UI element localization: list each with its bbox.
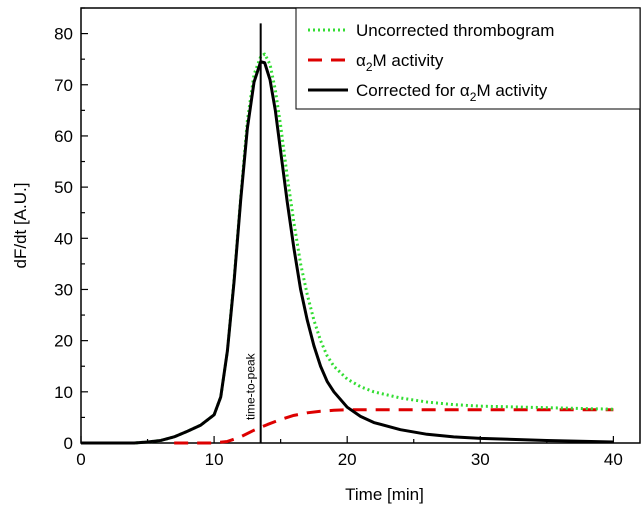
y-tick-label: 0 — [64, 434, 73, 453]
legend-label-2: Corrected for α2M activity — [356, 81, 548, 104]
legend-label-0: Uncorrected thrombogram — [356, 21, 554, 40]
y-tick-label: 70 — [54, 76, 73, 95]
time-to-peak-annotation: time-to-peak — [244, 23, 262, 443]
legend: Uncorrected thrombogram α2M activity Corre… — [295, 7, 641, 110]
y-tick-label: 40 — [54, 229, 73, 248]
time-to-peak-label: time-to-peak — [244, 352, 258, 420]
y-tick-label: 60 — [54, 127, 73, 146]
series-line-2 — [81, 60, 614, 445]
series-line-0 — [81, 52, 614, 445]
legend-box — [295, 7, 641, 110]
legend-label-1: α2M activity — [356, 51, 444, 74]
x-axis-title: Time [min] — [345, 485, 424, 504]
y-axis-title: dF/dt [A.U.] — [11, 183, 30, 269]
series-line-1 — [174, 408, 614, 445]
x-tick-label: 20 — [338, 450, 357, 469]
y-tick-label: 80 — [54, 25, 73, 44]
x-tick-label: 30 — [471, 450, 490, 469]
y-tick-label: 20 — [54, 332, 73, 351]
tick-labels: 0 10 20 30 40 0 10 20 30 40 50 60 70 80 — [54, 25, 623, 469]
x-tick-label: 10 — [205, 450, 224, 469]
series-group — [81, 52, 614, 445]
y-tick-label: 30 — [54, 280, 73, 299]
y-tick-label: 10 — [54, 383, 73, 402]
x-tick-label: 0 — [76, 450, 85, 469]
y-tick-label: 50 — [54, 178, 73, 197]
x-tick-label: 40 — [604, 450, 623, 469]
